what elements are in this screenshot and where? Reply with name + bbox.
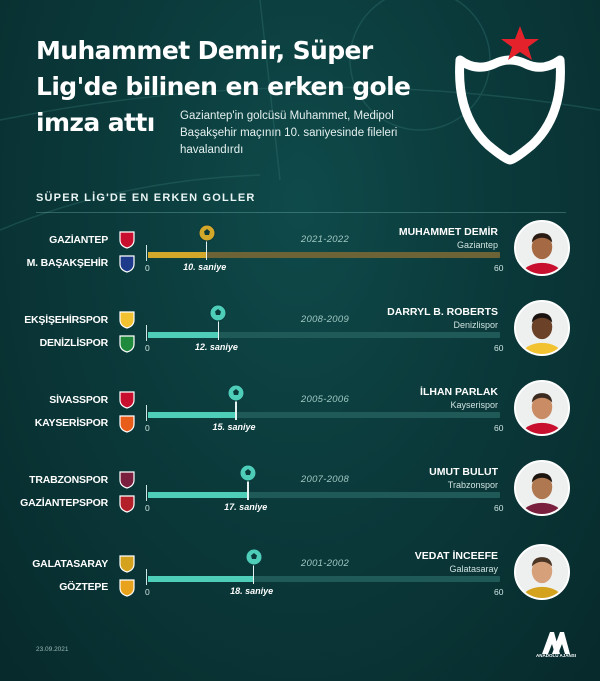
team-badge-icon <box>119 415 135 433</box>
goal-time-label: 12. saniye <box>194 342 238 352</box>
home-team-name: TRABZONSPOR <box>29 474 108 486</box>
axis-max-label: 60 <box>494 343 504 353</box>
soccer-ball-icon <box>198 224 216 242</box>
player-club: Galatasaray <box>449 564 498 574</box>
away-team-name: GAZİANTEPSPOR <box>20 497 108 509</box>
player-name: MUHAMMET DEMİR <box>398 226 498 238</box>
season-label: 2007-2008 <box>300 474 350 485</box>
away-team-name: KAYSERİSPOR <box>34 417 108 429</box>
goal-time-marker <box>252 562 255 584</box>
season-label: 2001-2002 <box>300 558 350 569</box>
team-badge-icon <box>119 231 135 249</box>
away-team-name: M. BAŞAKŞEHİR <box>26 257 109 269</box>
team-badge-icon <box>119 495 135 513</box>
soccer-ball-icon <box>239 464 257 482</box>
axis-min-label: 0 <box>145 587 150 597</box>
team-badge-icon <box>119 255 135 273</box>
time-bar-fill <box>148 332 219 338</box>
axis-max-label: 60 <box>494 423 504 433</box>
axis-max-label: 60 <box>494 503 504 513</box>
axis-start-tick <box>146 325 147 341</box>
home-team-name: GAZİANTEP <box>49 234 108 246</box>
away-team-name: DENİZLİSPOR <box>39 337 109 349</box>
page-subtitle: Gaziantep'in golcüsü Muhammet, Medipol B… <box>180 110 398 156</box>
player-name: İLHAN PARLAK <box>420 386 498 398</box>
home-team-name: SİVASSPOR <box>49 394 108 406</box>
home-team-name: GALATASARAY <box>32 558 108 570</box>
time-bar-fill <box>148 412 236 418</box>
axis-min-label: 0 <box>145 263 150 273</box>
record-row: EKŞİŞEHİRSPOR DENİZLİSPOR 2008-2009 12. … <box>0 300 600 372</box>
page-title: Muhammet Demir, Süper Lig'de bilinen en … <box>36 36 411 137</box>
soccer-ball-icon <box>209 304 227 322</box>
goal-time-label: 17. saniye <box>224 502 268 512</box>
axis-start-tick <box>146 405 147 421</box>
goal-time-label: 10. saniye <box>183 262 227 272</box>
axis-min-label: 0 <box>145 423 150 433</box>
aa-logo <box>542 632 570 654</box>
axis-start-tick <box>146 569 147 585</box>
record-row: GAZİANTEP M. BAŞAKŞEHİR 2021-2022 10. sa… <box>0 220 600 292</box>
goal-time-label: 15. saniye <box>212 422 256 432</box>
soccer-ball-icon <box>245 548 263 566</box>
goal-time-marker <box>235 398 237 420</box>
axis-start-tick <box>146 485 147 501</box>
record-row: GALATASARAY GÖZTEPE 2001-2002 18. saniye… <box>0 544 600 616</box>
team-badge-icon <box>119 471 135 489</box>
time-bar-track <box>148 332 500 338</box>
time-bar-track <box>148 492 500 498</box>
axis-max-label: 60 <box>494 263 504 273</box>
aa-logo-text: ANADOLU AJANSI <box>535 653 577 658</box>
player-club: Gaziantep <box>456 240 498 250</box>
goal-time-marker <box>205 238 208 260</box>
axis-start-tick <box>146 245 147 261</box>
time-bar-track <box>148 252 500 258</box>
soccer-ball-icon <box>227 384 245 402</box>
season-label: 2008-2009 <box>300 314 350 325</box>
player-name: DARRYL B. ROBERTS <box>387 306 498 318</box>
player-name: VEDAT İNCEEFE <box>414 550 498 562</box>
record-row: TRABZONSPOR GAZİANTEPSPOR 2007-2008 17. … <box>0 460 600 532</box>
axis-max-label: 60 <box>494 587 504 597</box>
time-bar-track <box>148 576 500 582</box>
time-bar-fill <box>148 492 248 498</box>
player-photo <box>514 544 570 600</box>
team-badge-icon <box>119 311 135 329</box>
player-club: Kayserispor <box>450 400 498 410</box>
player-photo <box>514 300 570 356</box>
divider <box>36 212 566 213</box>
axis-min-label: 0 <box>145 343 150 353</box>
goal-time-marker <box>247 478 249 500</box>
player-name: UMUT BULUT <box>429 466 498 478</box>
player-photo <box>514 380 570 436</box>
season-label: 2021-2022 <box>300 234 350 245</box>
team-badge-icon <box>119 335 135 353</box>
season-label: 2005-2006 <box>300 394 350 405</box>
section-title: SÜPER LİG'DE EN ERKEN GOLLER <box>36 192 256 204</box>
footer-date: 23.09.2021 <box>36 646 69 653</box>
away-team-name: GÖZTEPE <box>59 581 108 593</box>
team-badge-icon <box>119 579 135 597</box>
team-badge-icon <box>119 555 135 573</box>
home-team-name: EKŞİŞEHİRSPOR <box>24 314 108 326</box>
super-lig-trophy-logo <box>455 26 565 165</box>
axis-min-label: 0 <box>145 503 150 513</box>
record-row: SİVASSPOR KAYSERİSPOR 2005-2006 15. sani… <box>0 380 600 452</box>
player-club: Trabzonspor <box>447 480 498 490</box>
player-club: Denizlispor <box>453 320 498 330</box>
goal-time-marker <box>217 318 220 340</box>
time-bar-track <box>148 412 500 418</box>
team-badge-icon <box>119 391 135 409</box>
goal-time-label: 18. saniye <box>230 586 274 596</box>
time-bar-fill <box>148 252 207 258</box>
player-photo <box>514 220 570 276</box>
player-photo <box>514 460 570 516</box>
time-bar-fill <box>148 576 254 582</box>
